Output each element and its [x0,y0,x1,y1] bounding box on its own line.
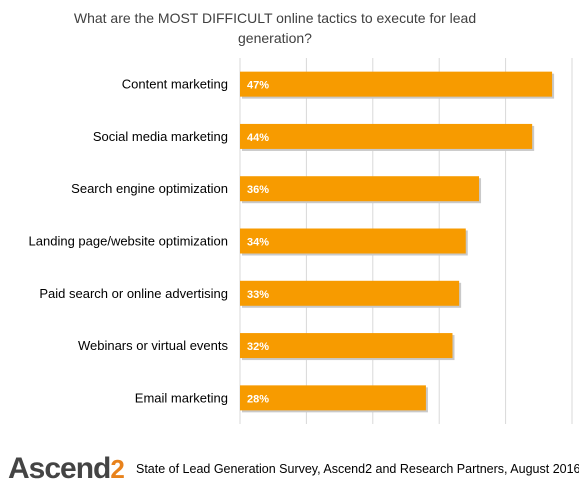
category-label: Content marketing [122,77,228,92]
value-label: 32% [247,341,269,353]
category-label: Paid search or online advertising [39,286,228,301]
value-label: 34% [247,237,269,249]
bar [240,176,480,202]
logo-text: Ascend [8,452,111,485]
bar [240,385,426,411]
value-label: 33% [247,289,269,301]
value-label: 36% [247,184,269,196]
category-label: Webinars or virtual events [78,338,229,353]
chart-title: What are the MOST DIFFICULT online tacti… [73,10,477,46]
category-label: Email marketing [135,390,228,405]
bar [240,228,466,254]
bars [240,71,555,413]
bar [240,123,533,149]
category-label: Social media marketing [93,129,228,144]
logo-number: 2 [110,454,125,484]
source-caption: State of Lead Generation Survey, Ascend2… [136,462,579,476]
category-label: Landing page/website optimization [29,234,228,249]
bar [240,333,453,359]
bar [240,71,553,97]
value-label: 28% [247,393,269,405]
ascend2-logo: Ascend2 [8,452,125,486]
value-labels: 47% 44% 36% 34% 33% 32% 28% [247,80,269,406]
value-label: 44% [247,132,269,144]
category-label: Search engine optimization [71,181,228,196]
bar-chart: Content marketing Social media marketing S… [29,58,573,424]
category-labels: Content marketing Social media marketing S… [29,77,229,406]
bar [240,280,460,306]
value-label: 47% [247,80,269,92]
